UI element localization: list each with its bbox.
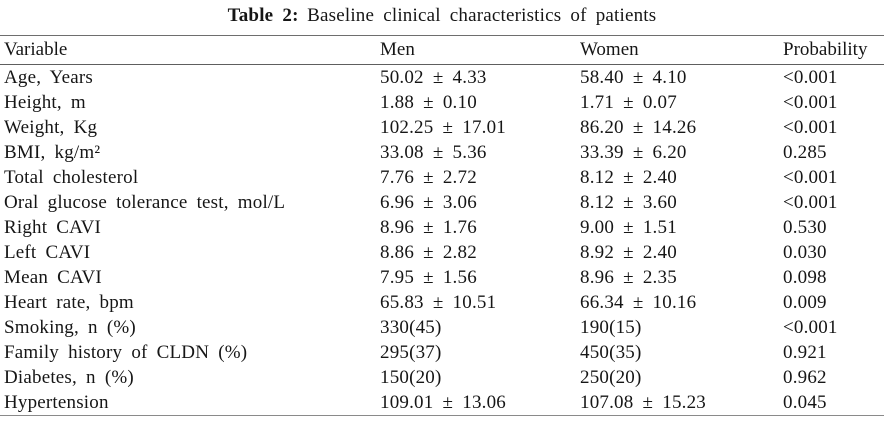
table-row: Family history of CLDN (%) 295(37) 450(3… <box>0 340 884 365</box>
cell-women-value: 250(20) <box>580 367 642 388</box>
table-row: Age, Years 50.02 ± 4.33 58.40 ± 4.10 <0.… <box>0 65 884 91</box>
cell-variable: Right CAVI <box>4 217 102 238</box>
cell-men-value: 1.88 ± 0.10 <box>380 92 477 113</box>
column-header-probability: Probability <box>783 39 868 60</box>
cell-variable: Total cholesterol <box>4 167 139 188</box>
table-row: Diabetes, n (%) 150(20) 250(20) 0.962 <box>0 365 884 390</box>
cell-variable: Height, m <box>4 92 86 113</box>
cell-women-value: 66.34 ± 10.16 <box>580 292 697 313</box>
cell-women-value: 8.12 ± 3.60 <box>580 192 677 213</box>
cell-variable: Diabetes, n (%) <box>4 367 134 388</box>
table-row: Height, m 1.88 ± 0.10 1.71 ± 0.07 <0.001 <box>0 90 884 115</box>
header-row: Variable Men Women Probability <box>0 36 884 65</box>
table-row: Left CAVI 8.86 ± 2.82 8.92 ± 2.40 0.030 <box>0 240 884 265</box>
cell-variable: Family history of CLDN (%) <box>4 342 248 363</box>
cell-variable: Heart rate, bpm <box>4 292 134 313</box>
cell-men-value: 102.25 ± 17.01 <box>380 117 506 138</box>
cell-women-value: 8.12 ± 2.40 <box>580 167 677 188</box>
table-row: Oral glucose tolerance test, mol/L 6.96 … <box>0 190 884 215</box>
table-caption-label: Table 2: <box>227 5 299 26</box>
column-header-women: Women <box>580 39 639 60</box>
cell-probability-value: 0.098 <box>783 267 827 288</box>
cell-men-value: 8.96 ± 1.76 <box>380 217 477 238</box>
cell-variable: Hypertension <box>4 392 109 413</box>
cell-men-value: 50.02 ± 4.33 <box>380 67 487 88</box>
cell-probability-value: 0.962 <box>783 367 827 388</box>
table-row: Mean CAVI 7.95 ± 1.56 8.96 ± 2.35 0.098 <box>0 265 884 290</box>
cell-probability-value: 0.921 <box>783 342 827 363</box>
cell-probability-value: <0.001 <box>783 317 838 338</box>
cell-women-value: 8.92 ± 2.40 <box>580 242 677 263</box>
cell-men-value: 7.76 ± 2.72 <box>380 167 477 188</box>
cell-variable: Mean CAVI <box>4 267 102 288</box>
cell-variable: Smoking, n (%) <box>4 317 136 338</box>
cell-probability-value: <0.001 <box>783 167 838 188</box>
cell-probability-value: <0.001 <box>783 192 838 213</box>
cell-probability-value: 0.030 <box>783 242 827 263</box>
cell-probability-value: 0.009 <box>783 292 827 313</box>
cell-variable: Age, Years <box>4 67 93 88</box>
cell-women-value: 33.39 ± 6.20 <box>580 142 687 163</box>
cell-probability-value: 0.530 <box>783 217 827 238</box>
cell-probability-value: 0.045 <box>783 392 827 413</box>
cell-men-value: 8.86 ± 2.82 <box>380 242 477 263</box>
table-row: Smoking, n (%) 330(45) 190(15) <0.001 <box>0 315 884 340</box>
cell-women-value: 58.40 ± 4.10 <box>580 67 687 88</box>
baseline-characteristics-table: Variable Men Women Probability Age, Year… <box>0 35 884 416</box>
cell-women-value: 190(15) <box>580 317 642 338</box>
cell-women-value: 9.00 ± 1.51 <box>580 217 677 238</box>
column-header-men: Men <box>380 39 415 60</box>
cell-men-value: 7.95 ± 1.56 <box>380 267 477 288</box>
cell-men-value: 109.01 ± 13.06 <box>380 392 506 413</box>
cell-probability-value: <0.001 <box>783 117 838 138</box>
cell-men-value: 65.83 ± 10.51 <box>380 292 497 313</box>
table-row: BMI, kg/m² 33.08 ± 5.36 33.39 ± 6.20 0.2… <box>0 140 884 165</box>
cell-probability-value: <0.001 <box>783 67 838 88</box>
table-row: Total cholesterol 7.76 ± 2.72 8.12 ± 2.4… <box>0 165 884 190</box>
cell-women-value: 1.71 ± 0.07 <box>580 92 677 113</box>
table-row: Weight, Kg 102.25 ± 17.01 86.20 ± 14.26 … <box>0 115 884 140</box>
cell-variable: Weight, Kg <box>4 117 98 138</box>
cell-probability-value: <0.001 <box>783 92 838 113</box>
column-header-variable: Variable <box>4 39 68 60</box>
cell-women-value: 107.08 ± 15.23 <box>580 392 706 413</box>
cell-men-value: 330(45) <box>380 317 442 338</box>
cell-probability-value: 0.285 <box>783 142 827 163</box>
table-caption-text: Baseline clinical characteristics of pat… <box>307 5 657 26</box>
cell-men-value: 33.08 ± 5.36 <box>380 142 487 163</box>
cell-women-value: 86.20 ± 14.26 <box>580 117 697 138</box>
cell-variable: Left CAVI <box>4 242 91 263</box>
cell-variable: Oral glucose tolerance test, mol/L <box>4 192 286 213</box>
cell-variable: BMI, kg/m² <box>4 142 101 163</box>
table-row: Right CAVI 8.96 ± 1.76 9.00 ± 1.51 0.530 <box>0 215 884 240</box>
cell-men-value: 295(37) <box>380 342 442 363</box>
cell-women-value: 450(35) <box>580 342 642 363</box>
table-row: Heart rate, bpm 65.83 ± 10.51 66.34 ± 10… <box>0 290 884 315</box>
table-body: Age, Years 50.02 ± 4.33 58.40 ± 4.10 <0.… <box>0 65 884 416</box>
table-row: Hypertension 109.01 ± 13.06 107.08 ± 15.… <box>0 390 884 416</box>
cell-men-value: 150(20) <box>380 367 442 388</box>
cell-women-value: 8.96 ± 2.35 <box>580 267 677 288</box>
cell-men-value: 6.96 ± 3.06 <box>380 192 477 213</box>
table-caption: Table 2: Baseline clinical characteristic… <box>0 0 884 27</box>
